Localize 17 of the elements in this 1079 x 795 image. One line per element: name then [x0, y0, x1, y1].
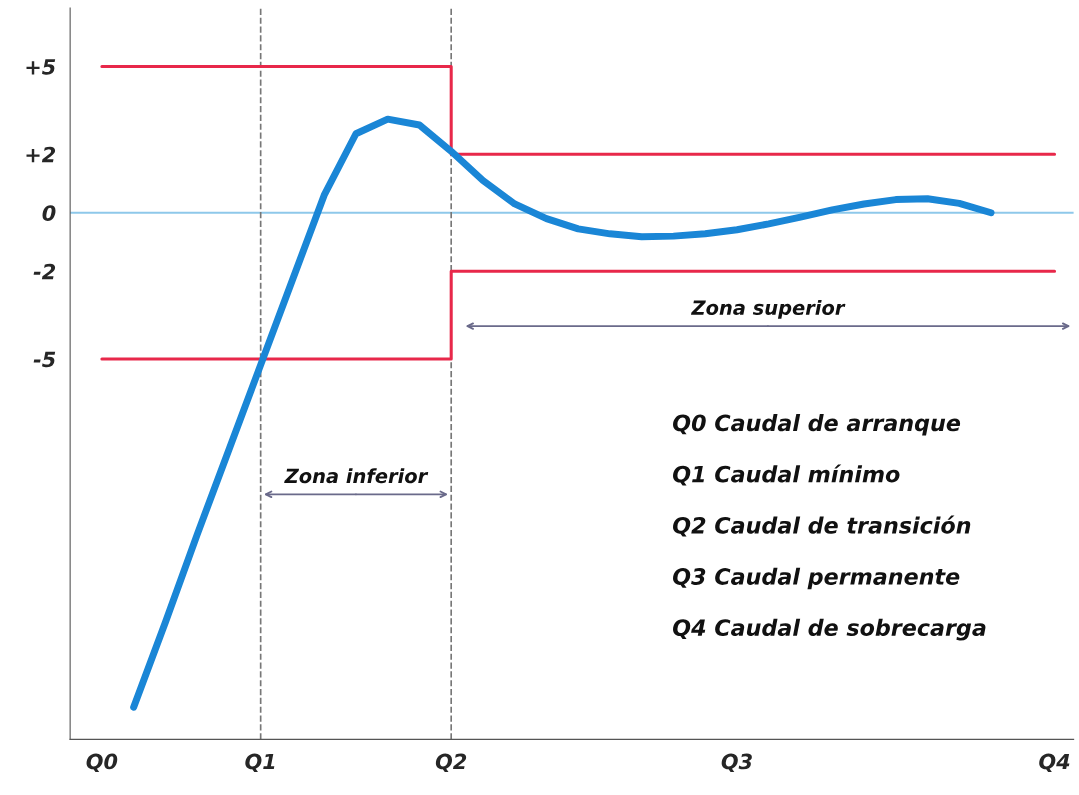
- x-tick-label: Q2: [435, 753, 467, 773]
- y-tick-label: 0: [42, 205, 56, 221]
- y-tick-label: +2: [26, 146, 56, 163]
- annotation: Zona inferior: [284, 468, 429, 484]
- annotation: Q4 Caudal de sobrecarga: [673, 618, 986, 641]
- y-tick-label: +5: [26, 59, 56, 75]
- annotation: Q3 Caudal permanente: [673, 567, 960, 590]
- annotation: Zona superior: [691, 299, 846, 319]
- x-tick-label: Q1: [245, 753, 275, 773]
- y-tick-label: -2: [33, 263, 56, 280]
- x-tick-label: Q3: [721, 753, 752, 773]
- x-tick-label: Q0: [86, 753, 118, 773]
- annotation: Q0 Caudal de arranque: [673, 414, 961, 436]
- y-tick-label: -5: [33, 351, 56, 368]
- annotation: Q1 Caudal mínimo: [673, 464, 900, 486]
- annotation: Q2 Caudal de transición: [673, 515, 971, 537]
- x-tick-label: Q4: [1039, 753, 1070, 773]
